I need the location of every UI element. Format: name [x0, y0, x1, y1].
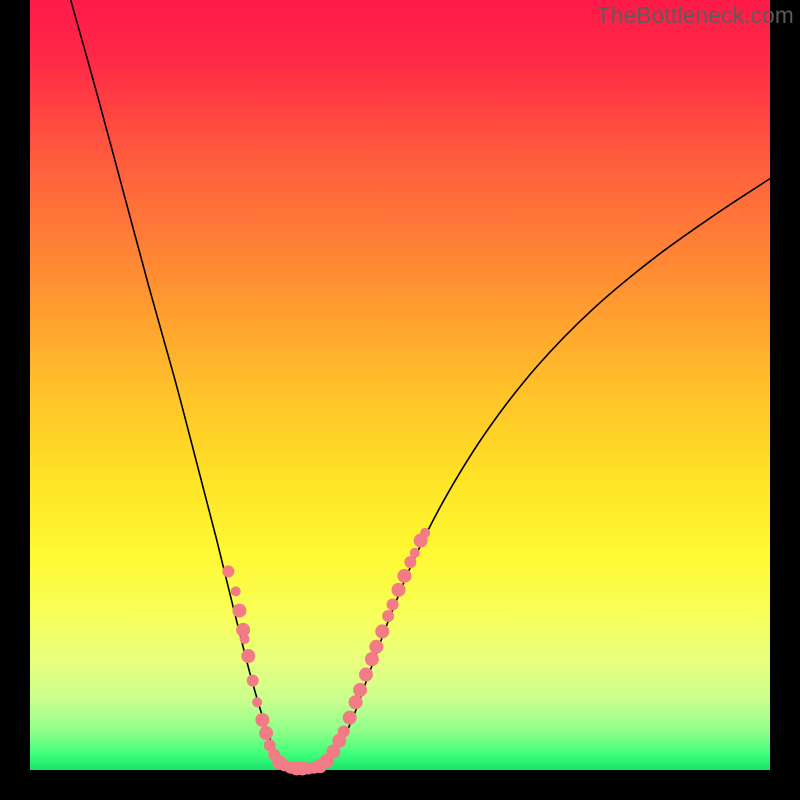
data-marker [353, 683, 367, 697]
data-marker [338, 726, 350, 738]
data-marker [387, 598, 399, 610]
gradient-plot-area [30, 0, 770, 770]
data-marker [397, 569, 411, 583]
watermark-text: TheBottleneck.com [597, 2, 794, 29]
data-marker [232, 604, 246, 618]
data-marker [222, 565, 234, 577]
bottleneck-chart [0, 0, 800, 800]
data-marker [392, 583, 406, 597]
data-marker [255, 713, 269, 727]
data-marker [369, 640, 383, 654]
data-marker [241, 649, 255, 663]
data-marker [410, 548, 420, 558]
data-marker [240, 634, 250, 644]
data-marker [375, 624, 389, 638]
data-marker [252, 697, 262, 707]
data-marker [382, 610, 394, 622]
data-marker [247, 675, 259, 687]
data-marker [343, 711, 357, 725]
data-marker [231, 586, 241, 596]
data-marker [420, 528, 430, 538]
data-marker [259, 726, 273, 740]
data-marker [359, 668, 373, 682]
